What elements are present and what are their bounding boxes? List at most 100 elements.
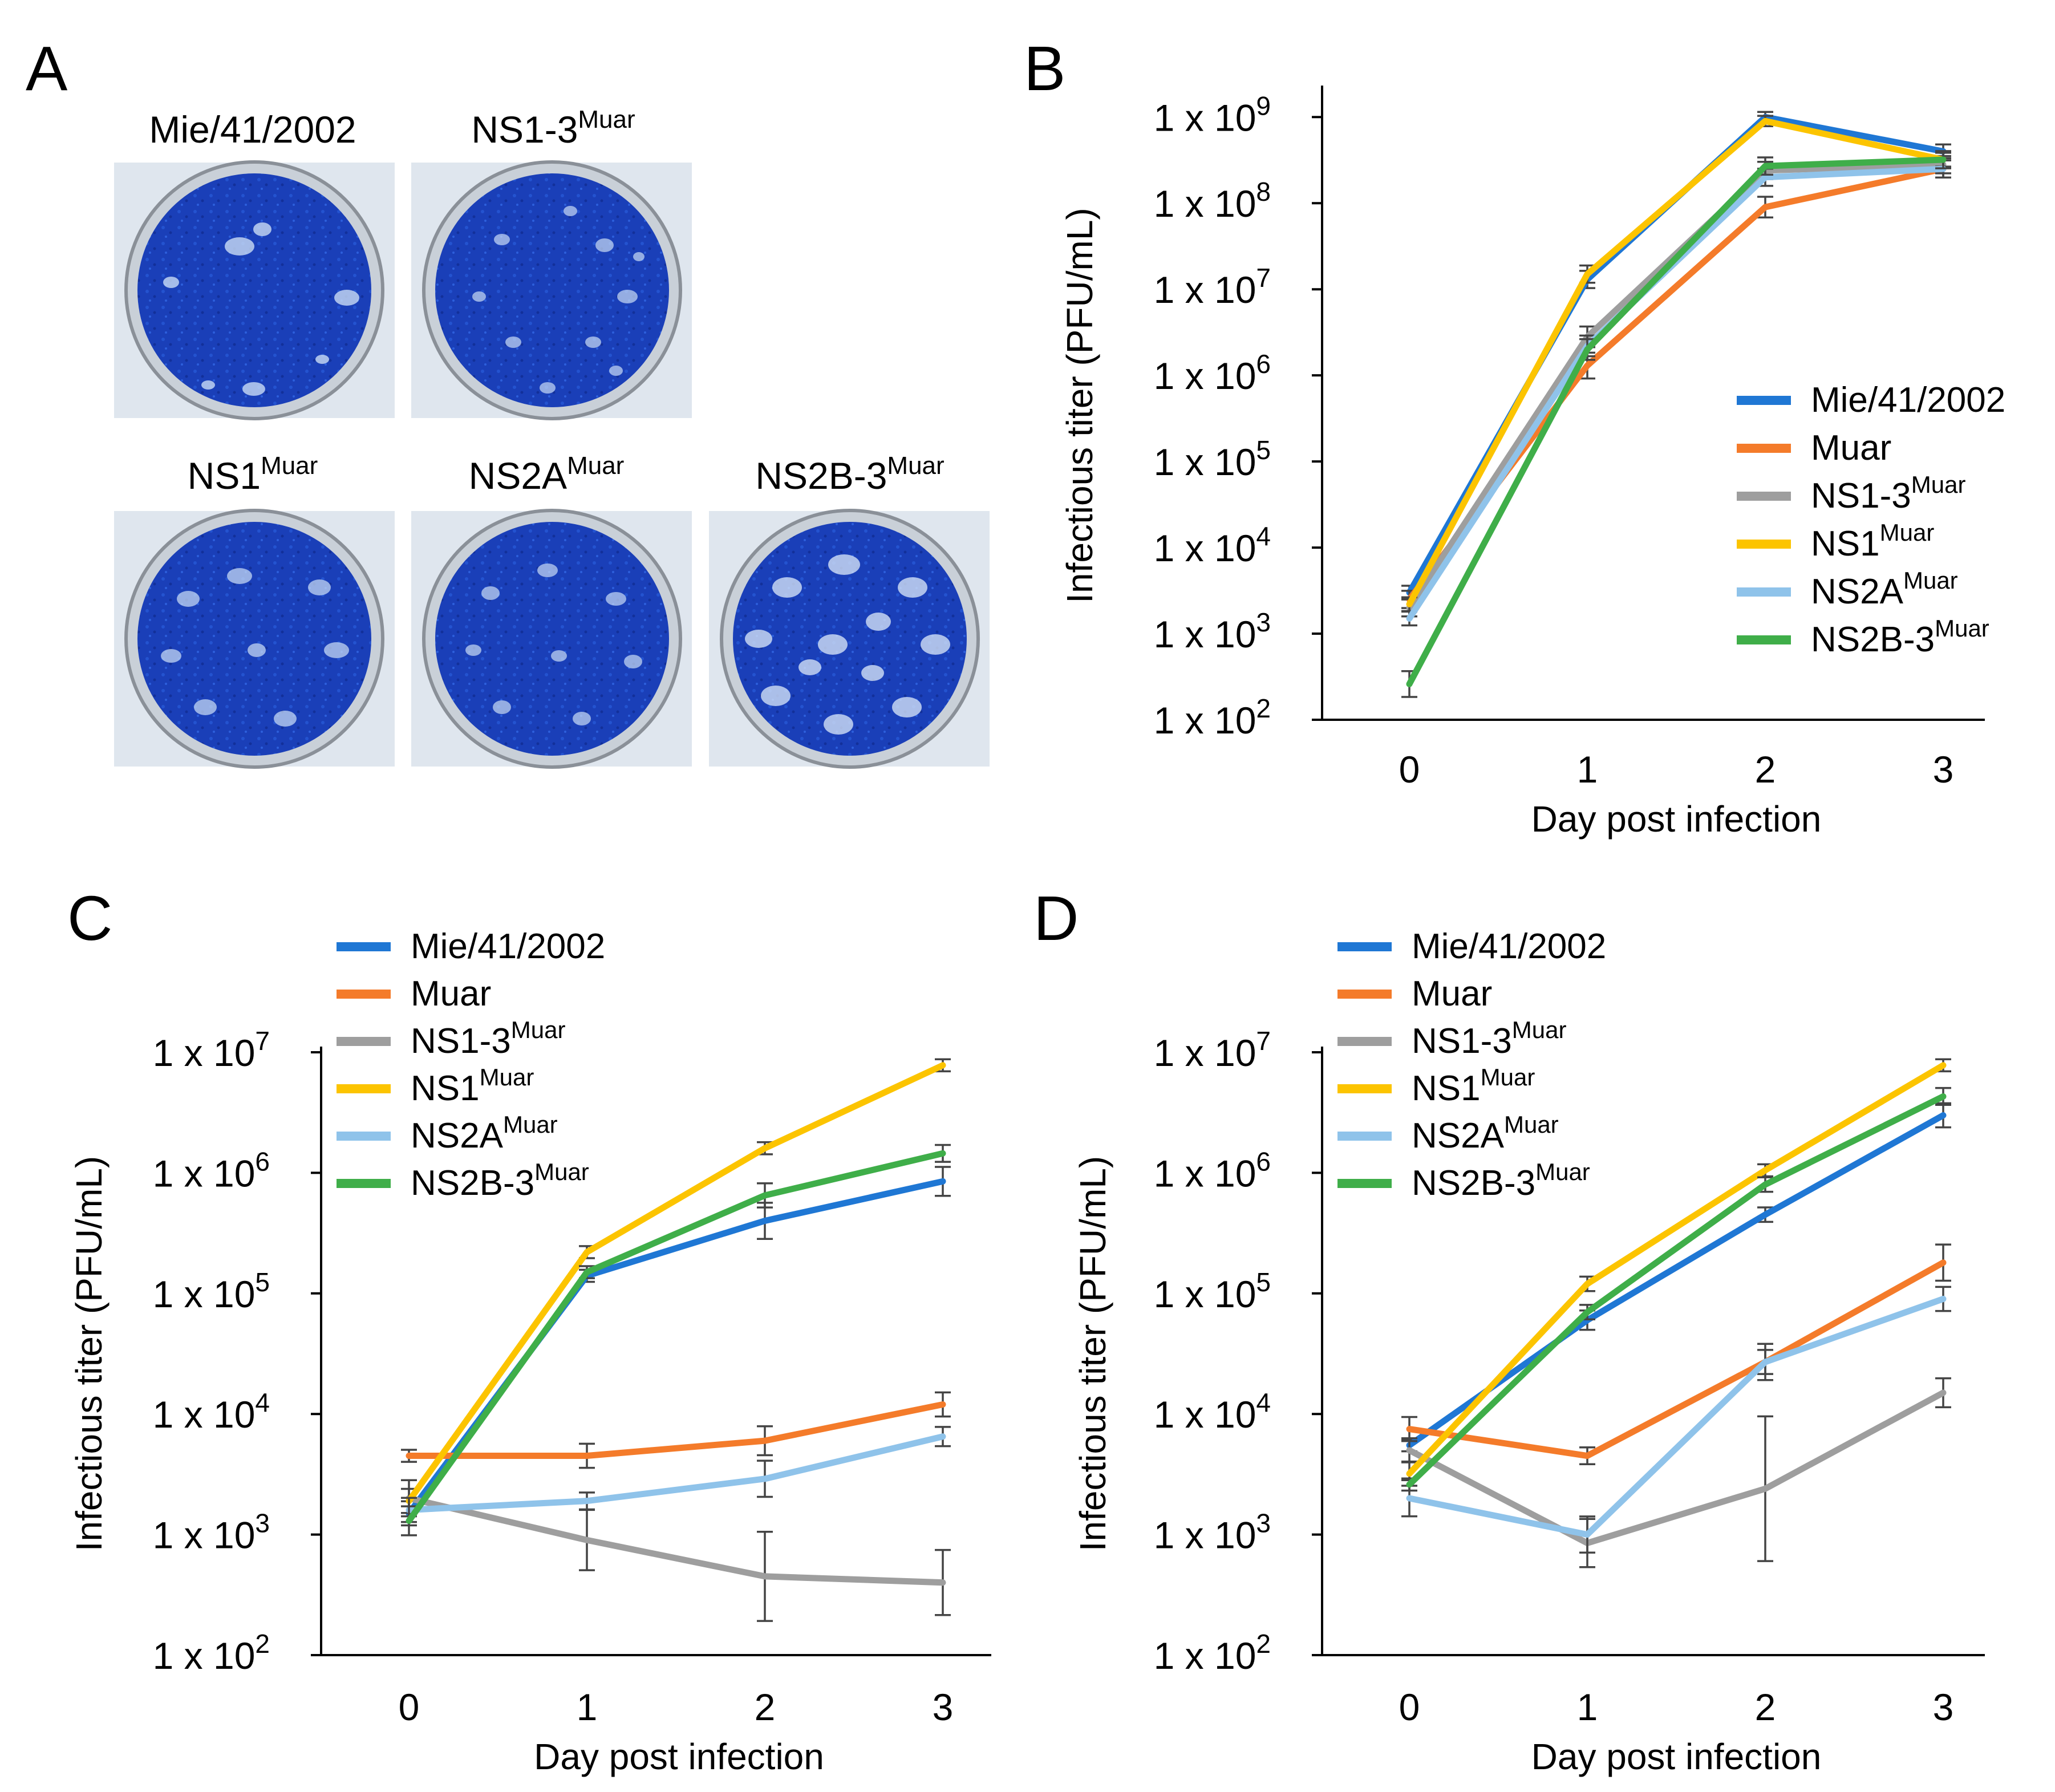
legend-name: NS2B-3 (1412, 1163, 1535, 1203)
x-tick-label: 2 (755, 1686, 776, 1728)
well-sup-ns1-3: Muar (578, 106, 635, 133)
panel-label-d: D (1033, 883, 1079, 954)
series-line-ns1-3 (406, 1495, 946, 1586)
y-tick-mantissa: 1 x 10 (153, 1032, 256, 1074)
y-tick-mantissa: 1 x 10 (1154, 183, 1256, 225)
panel-label-a: A (26, 34, 68, 104)
y-axis-label: Infectious titer (PFU/mL) (68, 1156, 110, 1552)
y-tick-label: 1 x 106 (1154, 349, 1271, 397)
well-label-ns2a: NS2A (469, 455, 567, 497)
well-disc (435, 173, 669, 407)
legend-label-muar: Muar (1412, 974, 1492, 1013)
legend-sup: Muar (1880, 519, 1935, 546)
y-tick-mantissa: 1 x 10 (1154, 441, 1256, 483)
series-mie-41-2002 (401, 1166, 951, 1527)
y-tick-mantissa: 1 x 10 (1154, 1032, 1256, 1074)
y-tick-exponent: 3 (1256, 1509, 1271, 1538)
legend-label-ns2b-3: NS2B-3Muar (411, 1158, 589, 1203)
legend-sup: Muar (1535, 1158, 1590, 1185)
y-tick-exponent: 7 (1256, 1026, 1271, 1056)
y-tick-label: 1 x 107 (153, 1026, 270, 1074)
y-tick-mantissa: 1 x 10 (1154, 96, 1256, 139)
x-tick-label: 0 (399, 1686, 420, 1728)
x-tick-label: 3 (933, 1686, 954, 1728)
y-tick-label: 1 x 103 (1154, 607, 1271, 655)
y-tick-mantissa: 1 x 10 (1154, 699, 1256, 741)
y-tick-label: 1 x 102 (1154, 1629, 1271, 1677)
x-axis-label: Day post infection (1531, 1736, 1822, 1777)
series-ns1 (401, 1058, 951, 1514)
y-tick-exponent: 5 (255, 1267, 270, 1297)
y-tick-exponent: 4 (1256, 1388, 1271, 1417)
x-axis-label: Day post infection (534, 1736, 824, 1777)
legend-label-ns1-3: NS1-3Muar (411, 1016, 565, 1061)
y-tick-exponent: 2 (1256, 1629, 1271, 1659)
y-tick-label: 1 x 107 (1154, 1026, 1271, 1074)
x-tick-label: 0 (1399, 748, 1420, 790)
y-tick-mantissa: 1 x 10 (1154, 1273, 1256, 1315)
series-line-ns2a (1406, 1295, 1947, 1538)
y-tick-exponent: 3 (255, 1509, 270, 1538)
y-tick-label: 1 x 107 (1154, 263, 1271, 311)
y-tick-exponent: 2 (255, 1629, 270, 1659)
y-tick-label: 1 x 104 (1154, 1388, 1271, 1436)
legend-name: NS1 (1412, 1069, 1481, 1108)
legend-sup: Muar (1935, 615, 1989, 642)
legend-label-mie-41-2002: Mie/41/2002 (1811, 380, 2005, 420)
legend-label-ns2a: NS2AMuar (1412, 1111, 1559, 1156)
legend-label-ns2a: NS2AMuar (1811, 567, 1958, 611)
y-tick-label: 1 x 102 (153, 1629, 270, 1677)
y-tick-label: 1 x 105 (153, 1267, 270, 1315)
legend-name: Mie/41/2002 (411, 927, 605, 966)
y-tick-exponent: 5 (1256, 435, 1271, 465)
x-tick-label: 2 (1755, 1686, 1776, 1728)
y-tick-mantissa: 1 x 10 (153, 1514, 256, 1556)
y-tick-exponent: 9 (1256, 91, 1271, 120)
y-tick-exponent: 6 (1256, 1146, 1271, 1176)
legend-label-ns2b-3: NS2B-3Muar (1412, 1158, 1590, 1203)
y-tick-exponent: 8 (1256, 177, 1271, 206)
x-tick-label: 0 (1399, 1686, 1420, 1728)
y-tick-mantissa: 1 x 10 (1154, 355, 1256, 397)
legend-name: NS1 (1811, 524, 1880, 563)
y-axis-label: Infectious titer (PFU/mL) (1059, 208, 1100, 603)
y-tick-label: 1 x 104 (1154, 521, 1271, 569)
legend-label-ns1-3: NS1-3Muar (1412, 1016, 1566, 1061)
well-disc (435, 522, 669, 756)
legend-sup: Muar (511, 1016, 566, 1043)
y-tick-mantissa: 1 x 10 (153, 1273, 256, 1315)
well-label-mie: Mie/41/2002 (149, 108, 356, 151)
legend-name: NS1-3 (1412, 1021, 1512, 1061)
legend-name: NS2A (1811, 572, 1904, 611)
y-tick-mantissa: 1 x 10 (1154, 1635, 1256, 1677)
y-tick-exponent: 5 (1256, 1267, 1271, 1297)
series-line-ns1 (1406, 1062, 1947, 1477)
panel-label-c: C (67, 883, 112, 954)
y-tick-label: 1 x 106 (1154, 1146, 1271, 1194)
y-tick-label: 1 x 105 (1154, 435, 1271, 483)
x-tick-label: 3 (1933, 1686, 1954, 1728)
svg-text:NS1Muar: NS1Muar (188, 452, 318, 497)
series-line-ns2b-3 (406, 1150, 946, 1525)
series-ns1-3 (401, 1479, 951, 1622)
series-ns2b-3 (1401, 150, 1951, 698)
series-muar (1401, 1243, 1951, 1466)
y-tick-mantissa: 1 x 10 (1154, 1152, 1256, 1194)
legend-name: NS2A (1412, 1116, 1505, 1156)
well-ns1: NS1Muar (114, 452, 395, 769)
plaque-panel: Mie/41/2002 NS1-3Muar (114, 106, 990, 769)
well-disc (137, 173, 371, 407)
well-mie: Mie/41/2002 (114, 108, 395, 420)
legend-name: Muar (411, 974, 491, 1013)
well-ns1-3: NS1-3Muar (411, 106, 692, 420)
series-line-ns2a (406, 1433, 946, 1513)
legend-name: Mie/41/2002 (1412, 927, 1606, 966)
well-ns2b-3: NS2B-3Muar (709, 452, 990, 769)
panel-label-b: B (1024, 34, 1065, 104)
well-disc (137, 522, 371, 756)
x-tick-label: 1 (1577, 1686, 1598, 1728)
x-axis-label: Day post infection (1531, 798, 1822, 840)
